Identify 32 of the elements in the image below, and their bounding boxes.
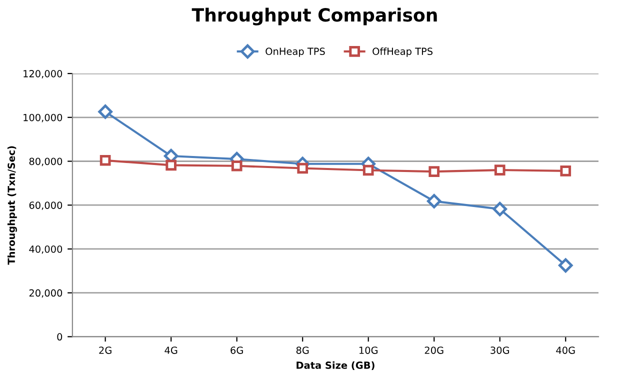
x-tick-label: 8G: [296, 346, 309, 354]
x-tick-label: 20G: [424, 346, 444, 354]
x-tick-label: 4G: [164, 346, 178, 354]
y-axis-title: Throughput (Txn/Sec): [7, 146, 17, 265]
y-tick-label: 120,000: [24, 70, 62, 78]
point: [297, 162, 308, 174]
x-tick-label: 2G: [99, 346, 112, 354]
legend-label: OnHeap TPS: [266, 48, 325, 57]
point: [166, 160, 176, 171]
y-tick-label: 100,000: [24, 114, 62, 122]
point: [231, 160, 242, 172]
x-tick-label: 6G: [230, 346, 243, 354]
point: [492, 202, 508, 216]
x-tick-label: 10G: [359, 346, 378, 354]
chart-title: Throughput Comparison: [192, 8, 437, 26]
point: [494, 164, 506, 176]
y-tick-label: 60,000: [29, 202, 62, 210]
point: [560, 165, 572, 176]
legend-label: OffHeap TPS: [372, 47, 433, 57]
x-tick-label: 30G: [490, 346, 510, 354]
point: [100, 154, 111, 166]
x-tick-label: 40G: [556, 346, 575, 354]
y-tick-label: 0: [57, 333, 62, 341]
y-tick-label: 80,000: [29, 158, 62, 166]
point: [362, 164, 374, 176]
y-tick-label: 40,000: [29, 245, 62, 254]
point: [558, 258, 573, 273]
point: [98, 104, 112, 119]
y-tick-label: 20,000: [29, 289, 62, 298]
point: [426, 194, 442, 208]
x-axis-title: Data Size (GB): [296, 361, 374, 370]
point: [428, 166, 440, 177]
